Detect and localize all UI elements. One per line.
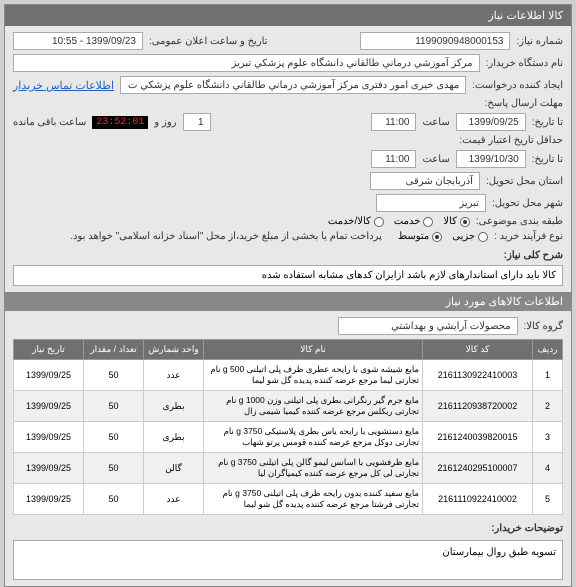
col-idx: ردیف <box>533 340 563 360</box>
countdown-timer: 23:52:01 <box>92 116 148 129</box>
province-label: استان محل تحویل: <box>486 176 563 187</box>
cell-date: 1399/09/25 <box>14 391 84 422</box>
validity-label: حداقل تاریخ اعتبار قیمت: <box>459 135 563 146</box>
city-label: شهر محل تحویل: <box>492 198 563 209</box>
radio-medium[interactable]: متوسط <box>398 231 442 242</box>
radio-service[interactable]: خدمت <box>394 216 434 227</box>
need-no-label: شماره نیاز: <box>516 36 563 47</box>
deadline-to-label: تا تاریخ: <box>532 117 563 128</box>
need-desc-label: شرح کلی نیاز: <box>504 250 563 261</box>
buyer-org-value: مرکز آموزشي درماني طالقاني دانشگاه علوم … <box>13 54 480 72</box>
class-label: طبقه بندی موضوعی: <box>476 216 563 227</box>
panel-title: کالا اطلاعات نیاز <box>488 10 563 22</box>
group-value: محصولات آرایشي و بهداشتي <box>338 317 518 335</box>
cell-unit: عدد <box>144 360 204 391</box>
cell-name: مایع ظرفشویی با اسانس لیمو گالن پلی اتیل… <box>204 453 423 484</box>
cell-code: 2161240295100007 <box>423 453 533 484</box>
buyer-org-label: نام دستگاه خریدار: <box>486 58 563 69</box>
cell-unit: بطری <box>144 422 204 453</box>
radio-dot-icon <box>423 217 433 227</box>
radio-dot-icon <box>478 232 488 242</box>
validity-to-label: تا تاریخ: <box>532 154 563 165</box>
process-label: نوع فرآیند خرید : <box>494 231 563 242</box>
announce-value: 1399/09/23 - 10:55 <box>13 32 143 50</box>
day-label: روز و <box>154 117 176 128</box>
deadline-hour: 11:00 <box>371 113 416 131</box>
cell-unit: بطری <box>144 391 204 422</box>
need-desc-box: کالا باید دارای استاندارهای لازم باشد از… <box>13 265 563 286</box>
goods-table: ردیف کد کالا نام کالا واحد شمارش تعداد /… <box>13 339 563 515</box>
need-no-value: 1199090948000153 <box>360 32 510 50</box>
class-radio-group: کالا خدمت کالا/خدمت <box>328 216 470 227</box>
remain-label: ساعت باقی مانده <box>13 117 86 128</box>
cell-name: مایع شیشه شوی با رایحه عطری ظرف پلی اتیل… <box>204 360 423 391</box>
table-row: 42161240295100007مایع ظرفشویی با اسانس ل… <box>14 453 563 484</box>
cell-code: 2161110922410002 <box>423 484 533 515</box>
radio-goods[interactable]: کالا <box>443 216 470 227</box>
cell-code: 2161240039820015 <box>423 422 533 453</box>
radio-dot-icon <box>460 217 470 227</box>
cell-idx: 2 <box>533 391 563 422</box>
radio-small[interactable]: جزیی <box>452 231 488 242</box>
table-header-row: ردیف کد کالا نام کالا واحد شمارش تعداد /… <box>14 340 563 360</box>
notes-label: توضیحات خریدار: <box>491 523 563 534</box>
radio-dot-icon <box>432 232 442 242</box>
deadline-date: 1399/09/25 <box>456 113 526 131</box>
col-code: کد کالا <box>423 340 533 360</box>
table-row: 32161240039820015مایع دستشویی با رایحه ی… <box>14 422 563 453</box>
cell-name: مایع سفید کننده بدون رایحه ظرف پلی اتیلن… <box>204 484 423 515</box>
cell-qty: 50 <box>84 360 144 391</box>
col-unit: واحد شمارش <box>144 340 204 360</box>
validity-hour: 11:00 <box>371 150 416 168</box>
province-value: آذربایجان شرقی <box>370 172 480 190</box>
cell-unit: گالن <box>144 453 204 484</box>
cell-qty: 50 <box>84 453 144 484</box>
process-note: پرداخت تمام یا بخشی از مبلغ خرید،از محل … <box>70 231 382 242</box>
cell-idx: 5 <box>533 484 563 515</box>
radio-dot-icon <box>374 217 384 227</box>
city-value: تبریز <box>376 194 486 212</box>
notes-box: تسویه طبق روال بیمارستان <box>13 540 563 580</box>
creator-value: مهدی خیری امور دفتری مرکز آموزشي درماني … <box>120 76 466 94</box>
cell-date: 1399/09/25 <box>14 422 84 453</box>
cell-date: 1399/09/25 <box>14 453 84 484</box>
announce-label: تاریخ و ساعت اعلان عمومی: <box>149 36 268 47</box>
cell-qty: 50 <box>84 391 144 422</box>
cell-qty: 50 <box>84 422 144 453</box>
col-date: تاریخ نیاز <box>14 340 84 360</box>
cell-unit: عدد <box>144 484 204 515</box>
cell-name: مایع دستشویی با رایحه یاس بطری پلاستیکی … <box>204 422 423 453</box>
contact-link[interactable]: اطلاعات تماس خریدار <box>13 79 114 92</box>
cell-code: 2161120938720002 <box>423 391 533 422</box>
hour-label-1: ساعت <box>422 117 449 128</box>
cell-idx: 3 <box>533 422 563 453</box>
cell-idx: 4 <box>533 453 563 484</box>
radio-both[interactable]: کالا/خدمت <box>328 216 384 227</box>
cell-qty: 50 <box>84 484 144 515</box>
cell-date: 1399/09/25 <box>14 360 84 391</box>
creator-label: ایجاد کننده درخواست: <box>472 80 563 91</box>
deadline-label: مهلت ارسال پاسخ: <box>485 98 563 109</box>
table-row: 22161120938720002مایع جرم گیر رنگرانی بط… <box>14 391 563 422</box>
process-radio-group: جزیی متوسط <box>398 231 488 242</box>
cell-idx: 1 <box>533 360 563 391</box>
col-qty: تعداد / مقدار <box>84 340 144 360</box>
hour-label-2: ساعت <box>422 154 449 165</box>
panel-header: کالا اطلاعات نیاز <box>5 5 571 26</box>
cell-date: 1399/09/25 <box>14 484 84 515</box>
table-row: 12161130922410003مایع شیشه شوی با رایحه … <box>14 360 563 391</box>
validity-date: 1399/10/30 <box>456 150 526 168</box>
goods-section-header: اطلاعات کالاهای مورد نیاز <box>5 292 571 311</box>
day-value: 1 <box>183 113 211 131</box>
group-label: گروه کالا: <box>524 321 563 332</box>
cell-code: 2161130922410003 <box>423 360 533 391</box>
table-row: 52161110922410002مایع سفید کننده بدون را… <box>14 484 563 515</box>
cell-name: مایع جرم گیر رنگرانی بطری پلی اتیلنی وزن… <box>204 391 423 422</box>
col-name-h: نام کالا <box>204 340 423 360</box>
